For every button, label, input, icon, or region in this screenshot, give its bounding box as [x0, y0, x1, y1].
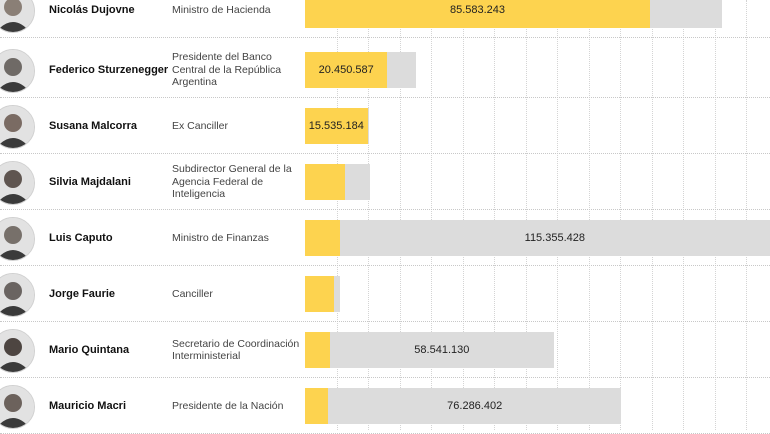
person-name: Jorge Faurie: [49, 288, 116, 300]
bar-part: [305, 220, 340, 256]
row-separator: [0, 37, 770, 38]
bar-part: [305, 276, 334, 312]
bar-part: [305, 164, 345, 200]
grid-line: [336, 0, 338, 430]
person-photo: [0, 0, 35, 33]
person-name: Silvia Majdalani: [49, 176, 131, 188]
bar-part: [305, 388, 329, 424]
grid-line: [462, 0, 464, 430]
bar-part: [305, 108, 368, 144]
bar-value-label: 58.541.130: [414, 344, 470, 356]
person-photo: [0, 273, 35, 317]
bar-value-label: 76.286.402: [447, 400, 503, 412]
chart-row: Mario Quintana Secretario de Coordinación…: [0, 322, 770, 378]
person-role: Secretario de Coordinación Interminister…: [172, 337, 300, 363]
bar-total: [305, 332, 555, 368]
bar-total: [305, 220, 770, 256]
bar-total: [305, 388, 622, 424]
row-separator: [0, 377, 770, 378]
bar-value-label: 20.450.587: [318, 64, 374, 76]
grid-line: [683, 0, 684, 430]
person-role: Presidente de la Nación: [172, 399, 284, 412]
person-name: Mario Quintana: [49, 344, 130, 356]
bar-value-label: 15.535.184: [308, 120, 364, 132]
person-name: Susana Malcorra: [49, 120, 138, 132]
grid-line: [620, 0, 621, 430]
chart-row: Mauricio Macri Presidente de la Nación 76.…: [0, 378, 770, 434]
grid-line: [431, 0, 432, 430]
person-role: Subdirector General de la Agencia Federa…: [172, 163, 292, 201]
person-photo: [0, 49, 35, 93]
grid-line: [368, 0, 369, 430]
person-name: Mauricio Macri: [49, 400, 127, 412]
grid-line: [399, 0, 401, 430]
plot-area: [305, 0, 770, 430]
grid-line: [588, 0, 590, 430]
person-role: Ministro de Hacienda: [172, 3, 271, 16]
bar-part: [305, 332, 330, 368]
bar-part: [305, 52, 388, 88]
row-separator: [0, 97, 770, 98]
bar-value-label: 85.583.243: [449, 4, 506, 16]
grid-line: [525, 0, 527, 430]
chart-row: Nicolás Dujovne Ministro de Hacienda 85.58…: [0, 0, 770, 38]
person-role: Canciller: [172, 287, 213, 300]
person-role: Ex Canciller: [172, 119, 229, 132]
chart-row: Federico Sturzenegger Presidente del Banc…: [0, 42, 770, 98]
grid-line: [746, 0, 747, 430]
person-name: Luis Caputo: [49, 232, 113, 244]
grid-line: [714, 0, 716, 430]
bar-part: [305, 0, 650, 28]
person-role: Presidente del Banco Central de la Repúb…: [172, 51, 282, 89]
row-separator: [0, 265, 770, 266]
grid-line: [651, 0, 653, 430]
bar-value-label: 115.355.428: [524, 232, 585, 244]
chart-row: Luis Caputo Ministro de Finanzas 115.355.4…: [0, 210, 770, 266]
grid-line: [494, 0, 495, 430]
grid-line: [557, 0, 558, 430]
person-role: Ministro de Finanzas: [172, 231, 269, 244]
chart-row: Silvia Majdalani Subdirector General de l…: [0, 154, 770, 210]
row-separator: [0, 209, 770, 210]
row-separator: [0, 153, 770, 154]
person-photo: [0, 329, 35, 373]
person-photo: [0, 217, 35, 261]
chart-row: Jorge Faurie Canciller: [0, 266, 770, 322]
person-photo: [0, 105, 35, 149]
chart-row: Susana Malcorra Ex Canciller 15.535.184: [0, 98, 770, 154]
person-name: Federico Sturzenegger: [49, 64, 169, 76]
person-photo: [0, 161, 35, 205]
person-name: Nicolás Dujovne: [49, 4, 135, 16]
person-photo: [0, 385, 35, 429]
row-separator: [0, 321, 770, 322]
